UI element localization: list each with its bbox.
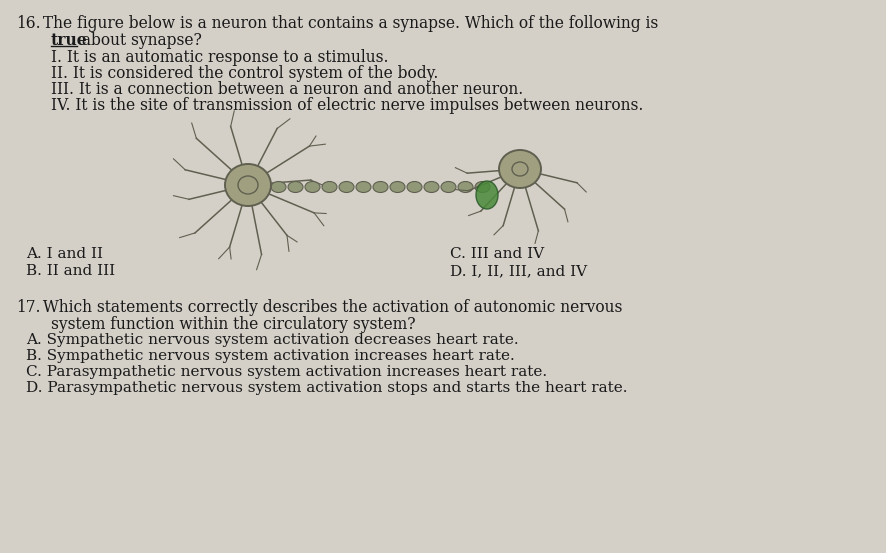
- Text: B. II and III: B. II and III: [26, 264, 115, 278]
- Text: D. Parasympathetic nervous system activation stops and starts the heart rate.: D. Parasympathetic nervous system activa…: [26, 381, 626, 395]
- Ellipse shape: [407, 181, 422, 192]
- Text: C. III and IV: C. III and IV: [449, 247, 543, 261]
- Text: D. I, II, III, and IV: D. I, II, III, and IV: [449, 264, 587, 278]
- Text: B. Sympathetic nervous system activation increases heart rate.: B. Sympathetic nervous system activation…: [26, 349, 514, 363]
- Ellipse shape: [440, 181, 455, 192]
- Ellipse shape: [338, 181, 354, 192]
- Ellipse shape: [424, 181, 439, 192]
- Text: system function within the circulatory system?: system function within the circulatory s…: [51, 316, 416, 333]
- Text: Which statements correctly describes the activation of autonomic nervous: Which statements correctly describes the…: [38, 299, 622, 316]
- Ellipse shape: [457, 181, 472, 192]
- Ellipse shape: [373, 181, 387, 192]
- Text: III. It is a connection between a neuron and another neuron.: III. It is a connection between a neuron…: [51, 81, 523, 98]
- Text: IV. It is the site of transmission of electric nerve impulses between neurons.: IV. It is the site of transmission of el…: [51, 97, 642, 114]
- Text: about synapse?: about synapse?: [77, 32, 202, 49]
- Text: II. It is considered the control system of the body.: II. It is considered the control system …: [51, 65, 438, 82]
- Text: I. It is an automatic response to a stimulus.: I. It is an automatic response to a stim…: [51, 49, 388, 66]
- Ellipse shape: [288, 181, 303, 192]
- Ellipse shape: [499, 150, 540, 188]
- Ellipse shape: [390, 181, 405, 192]
- Text: The figure below is a neuron that contains a synapse. Which of the following is: The figure below is a neuron that contai…: [38, 15, 657, 32]
- Text: A. I and II: A. I and II: [26, 247, 103, 261]
- Ellipse shape: [476, 181, 497, 209]
- Text: C. Parasympathetic nervous system activation increases heart rate.: C. Parasympathetic nervous system activa…: [26, 365, 547, 379]
- Ellipse shape: [271, 181, 285, 192]
- Text: 16.: 16.: [16, 15, 41, 32]
- Ellipse shape: [355, 181, 370, 192]
- Text: 17.: 17.: [16, 299, 41, 316]
- Ellipse shape: [305, 181, 320, 192]
- Text: true: true: [51, 32, 88, 49]
- Ellipse shape: [475, 181, 489, 192]
- Text: A. Sympathetic nervous system activation decreases heart rate.: A. Sympathetic nervous system activation…: [26, 333, 518, 347]
- Ellipse shape: [322, 181, 337, 192]
- Ellipse shape: [225, 164, 271, 206]
